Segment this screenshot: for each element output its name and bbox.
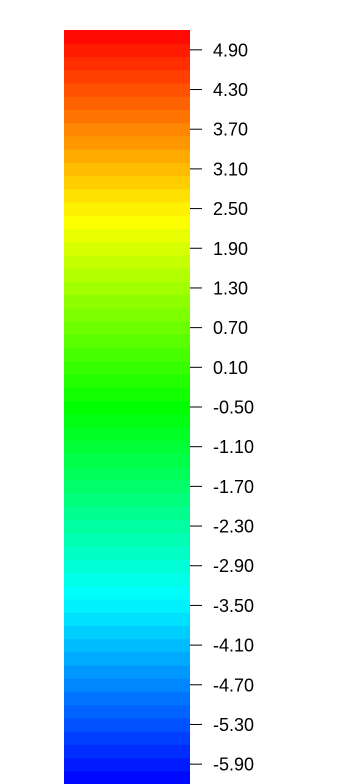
tick-label: -5.90	[213, 755, 254, 775]
color-band	[64, 612, 190, 626]
color-band	[64, 347, 190, 362]
color-band	[64, 188, 190, 203]
color-band	[64, 373, 190, 388]
color-band	[64, 545, 190, 560]
color-band	[64, 559, 190, 573]
tick-label: 0.70	[213, 318, 248, 338]
color-band	[64, 96, 190, 110]
color-band	[64, 135, 190, 150]
color-band	[64, 413, 190, 428]
color-band	[64, 162, 190, 177]
color-band	[64, 201, 190, 216]
color-band	[64, 770, 190, 784]
color-band	[64, 625, 190, 640]
color-band	[64, 30, 190, 44]
color-band	[64, 149, 190, 163]
color-band	[64, 492, 190, 507]
color-band	[64, 281, 190, 296]
color-band	[64, 43, 190, 58]
tick-label: -5.30	[213, 715, 254, 735]
color-band	[64, 731, 190, 745]
color-band	[64, 440, 190, 454]
tick-label: -1.10	[213, 437, 254, 457]
color-band	[64, 254, 190, 269]
tick-label: -4.10	[213, 636, 254, 656]
color-band	[64, 228, 190, 243]
tick-label: 2.50	[213, 199, 248, 219]
tick-marks	[190, 49, 202, 765]
tick-label: 1.90	[213, 239, 248, 259]
color-band	[64, 678, 190, 693]
color-band	[64, 82, 190, 97]
color-band	[64, 334, 190, 349]
color-band	[64, 691, 190, 706]
tick-label: 4.90	[213, 40, 248, 60]
tick-label: -2.90	[213, 556, 254, 576]
tick-label: 1.30	[213, 278, 248, 298]
color-bands	[64, 30, 190, 784]
tick-label: -4.70	[213, 675, 254, 695]
color-band	[64, 400, 190, 415]
color-band	[64, 717, 190, 732]
color-band	[64, 532, 190, 547]
color-band	[64, 175, 190, 190]
color-band	[64, 109, 190, 124]
tick-labels: 4.90 4.30 3.70 3.10 2.50 1.90 1.30 0.70 0.10 -0.5…	[213, 40, 254, 774]
tick-label: -2.30	[213, 517, 254, 537]
color-band	[64, 519, 190, 534]
color-band	[64, 638, 190, 653]
color-band	[64, 426, 190, 441]
color-band	[64, 744, 190, 759]
color-band	[64, 215, 190, 230]
color-band	[64, 387, 190, 401]
color-band	[64, 241, 190, 256]
tick-label: 4.30	[213, 80, 248, 100]
color-band	[64, 651, 190, 666]
color-band	[64, 664, 190, 679]
tick-label: -0.50	[213, 398, 254, 418]
color-band	[64, 704, 190, 719]
color-band	[64, 757, 190, 772]
color-band	[64, 307, 190, 322]
color-band	[64, 479, 190, 494]
tick-label: -3.50	[213, 596, 254, 616]
color-band	[64, 69, 190, 84]
color-band	[64, 122, 190, 137]
color-band	[64, 360, 190, 375]
color-band	[64, 453, 190, 468]
color-band	[64, 321, 190, 335]
tick-label: 3.70	[213, 120, 248, 140]
color-band	[64, 585, 190, 600]
color-band	[64, 294, 190, 309]
color-band	[64, 466, 190, 481]
color-band	[64, 506, 190, 521]
tick-label: 3.10	[213, 159, 248, 179]
color-band	[64, 268, 190, 282]
color-band	[64, 598, 190, 613]
color-band	[64, 572, 190, 587]
color-band	[64, 56, 190, 71]
tick-label: -1.70	[213, 477, 254, 497]
tick-label: 0.10	[213, 358, 248, 378]
